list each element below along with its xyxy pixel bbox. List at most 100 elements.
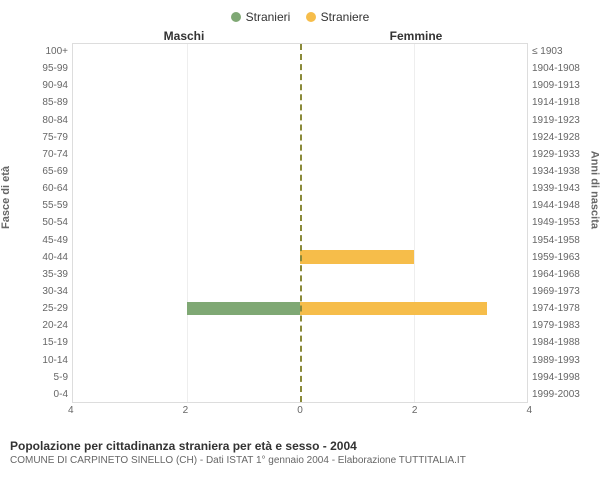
male-half: [73, 95, 300, 112]
y-tick-left: 5-9: [10, 369, 68, 386]
female-half: [300, 232, 527, 249]
male-half: [73, 385, 300, 402]
legend-label-female: Straniere: [321, 10, 370, 24]
female-half: [300, 95, 527, 112]
y-tick-right: 1979-1983: [532, 317, 590, 334]
y-tick-left: 35-39: [10, 266, 68, 283]
bar-male: [187, 302, 301, 315]
y-tick-left: 45-49: [10, 232, 68, 249]
y-tick-right: 1939-1943: [532, 180, 590, 197]
male-half: [73, 334, 300, 351]
y-tick-right: 1929-1933: [532, 146, 590, 163]
y-tick-left: 25-29: [10, 300, 68, 317]
y-tick-right: 1944-1948: [532, 197, 590, 214]
male-half: [73, 266, 300, 283]
male-half: [73, 146, 300, 163]
y-tick-left: 95-99: [10, 60, 68, 77]
y-tick-left: 80-84: [10, 112, 68, 129]
population-pyramid-chart: Maschi Femmine Fasce di età 100+95-9990-…: [10, 29, 590, 429]
female-half: [300, 163, 527, 180]
y-tick-right: ≤ 1903: [532, 43, 590, 60]
female-half: [300, 334, 527, 351]
y-tick-right: 1934-1938: [532, 163, 590, 180]
y-tick-left: 100+: [10, 43, 68, 60]
y-tick-left: 10-14: [10, 352, 68, 369]
y-axis-left-ticks: 100+95-9990-9485-8980-8475-7970-7465-696…: [10, 43, 72, 403]
male-half: [73, 300, 300, 317]
y-tick-right: 1949-1953: [532, 214, 590, 231]
legend-item-male: Stranieri: [231, 10, 291, 24]
y-tick-right: 1919-1923: [532, 112, 590, 129]
plot-area: [72, 43, 528, 403]
y-tick-left: 20-24: [10, 317, 68, 334]
y-tick-right: 1994-1998: [532, 369, 590, 386]
female-half: [300, 214, 527, 231]
y-tick-left: 30-34: [10, 283, 68, 300]
x-tick: 2: [183, 405, 189, 416]
male-half: [73, 214, 300, 231]
y-tick-left: 90-94: [10, 77, 68, 94]
female-half: [300, 249, 527, 266]
y-tick-left: 40-44: [10, 249, 68, 266]
y-tick-left: 60-64: [10, 180, 68, 197]
female-half: [300, 283, 527, 300]
y-tick-left: 75-79: [10, 129, 68, 146]
female-half: [300, 368, 527, 385]
female-half: [300, 146, 527, 163]
y-tick-right: 1959-1963: [532, 249, 590, 266]
x-tick: 0: [297, 405, 303, 416]
male-half: [73, 283, 300, 300]
male-half: [73, 163, 300, 180]
male-half: [73, 197, 300, 214]
column-title-female: Femmine: [300, 29, 532, 43]
y-tick-right: 1904-1908: [532, 60, 590, 77]
x-tick: 2: [412, 405, 418, 416]
bar-female: [300, 250, 414, 263]
y-tick-left: 55-59: [10, 197, 68, 214]
male-half: [73, 44, 300, 61]
y-tick-right: 1954-1958: [532, 232, 590, 249]
y-tick-right: 1989-1993: [532, 352, 590, 369]
y-tick-right: 1964-1968: [532, 266, 590, 283]
bar-female: [300, 302, 487, 315]
male-half: [73, 249, 300, 266]
female-half: [300, 129, 527, 146]
male-half: [73, 180, 300, 197]
y-tick-right: 1974-1978: [532, 300, 590, 317]
column-title-male: Maschi: [68, 29, 300, 43]
y-tick-right: 1914-1918: [532, 94, 590, 111]
female-half: [300, 61, 527, 78]
swatch-male: [231, 12, 241, 22]
legend-item-female: Straniere: [306, 10, 370, 24]
chart-title: Popolazione per cittadinanza straniera p…: [10, 439, 590, 453]
chart-legend: Stranieri Straniere: [10, 10, 590, 25]
female-half: [300, 385, 527, 402]
female-half: [300, 317, 527, 334]
y-tick-left: 0-4: [10, 386, 68, 403]
male-half: [73, 129, 300, 146]
y-tick-right: 1999-2003: [532, 386, 590, 403]
male-half: [73, 112, 300, 129]
female-half: [300, 78, 527, 95]
y-axis-right-ticks: ≤ 19031904-19081909-19131914-19181919-19…: [528, 43, 590, 403]
y-tick-left: 15-19: [10, 334, 68, 351]
x-tick: 4: [68, 405, 74, 416]
female-half: [300, 266, 527, 283]
y-tick-right: 1924-1928: [532, 129, 590, 146]
swatch-female: [306, 12, 316, 22]
female-half: [300, 351, 527, 368]
female-half: [300, 180, 527, 197]
chart-subtitle: COMUNE DI CARPINETO SINELLO (CH) - Dati …: [10, 455, 590, 466]
male-half: [73, 78, 300, 95]
male-half: [73, 368, 300, 385]
legend-label-male: Stranieri: [246, 10, 291, 24]
x-axis-ticks: 42024: [68, 405, 532, 416]
female-half: [300, 197, 527, 214]
y-tick-left: 65-69: [10, 163, 68, 180]
y-axis-label-left: Fasce di età: [0, 166, 12, 229]
y-axis-label-right: Anni di nascita: [588, 151, 600, 229]
y-tick-left: 85-89: [10, 94, 68, 111]
female-half: [300, 44, 527, 61]
y-tick-right: 1909-1913: [532, 77, 590, 94]
female-half: [300, 300, 527, 317]
